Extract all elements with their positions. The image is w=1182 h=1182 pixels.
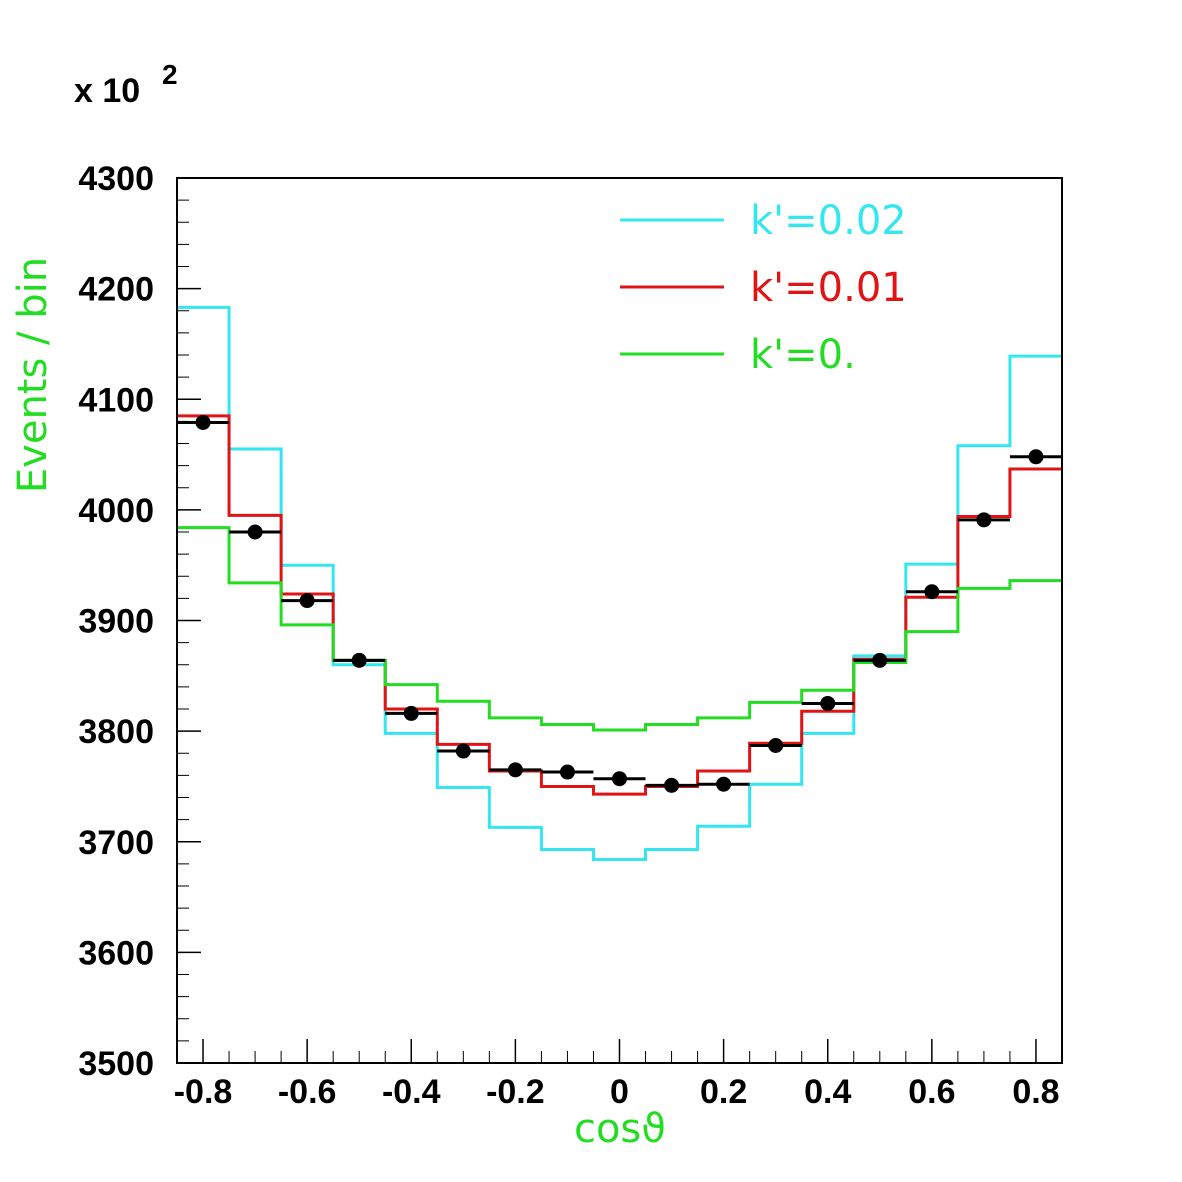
data-point bbox=[664, 777, 680, 793]
y-tick-label: 4000 bbox=[78, 492, 154, 530]
data-point bbox=[924, 584, 940, 600]
y-tick-label: 4200 bbox=[78, 271, 154, 309]
data-point bbox=[247, 524, 263, 540]
data-points bbox=[177, 414, 1062, 793]
data-point bbox=[716, 776, 732, 792]
y-tick-label: 4100 bbox=[78, 381, 154, 419]
x-tick-label: 0.2 bbox=[700, 1073, 747, 1111]
y-tick-labels: 3500 3600 3700 3800 3900 4000 4100 4200 4300 bbox=[78, 160, 154, 1083]
x-tick-label: -0.4 bbox=[382, 1073, 441, 1111]
x-tick-label: 0.8 bbox=[1012, 1073, 1059, 1111]
data-point bbox=[455, 743, 471, 759]
y-scale-exponent: 2 bbox=[162, 59, 178, 90]
series-line-2 bbox=[177, 526, 1062, 732]
x-tick-labels: -0.8 -0.6 -0.4 -0.2 0 0.2 0.4 0.6 0.8 bbox=[174, 1073, 1060, 1111]
data-point bbox=[872, 652, 888, 668]
x-tick-label: 0 bbox=[610, 1073, 629, 1111]
legend-label: k'=0.01 bbox=[750, 265, 907, 311]
y-tick-label: 3700 bbox=[78, 824, 154, 862]
y-tick-label: 3800 bbox=[78, 713, 154, 751]
plot-frame bbox=[176, 177, 1063, 1064]
y-axis-title: Events / bin bbox=[10, 257, 56, 493]
data-point bbox=[612, 771, 627, 787]
y-tick-label: 3500 bbox=[78, 1045, 154, 1083]
data-point bbox=[403, 705, 419, 721]
x-axis-title: cosϑ bbox=[574, 1106, 666, 1152]
y-tick-label: 3900 bbox=[78, 603, 154, 641]
legend: k'=0.02 k'=0.01 k'=0. bbox=[620, 198, 907, 378]
series-layer bbox=[177, 305, 1062, 861]
y-tick-label: 4300 bbox=[78, 160, 154, 198]
x-tick-label: -0.2 bbox=[486, 1073, 545, 1111]
x-tick-label: -0.6 bbox=[278, 1073, 337, 1111]
data-point bbox=[1028, 449, 1044, 465]
data-point bbox=[768, 738, 784, 754]
data-point bbox=[976, 512, 992, 528]
data-point bbox=[195, 414, 211, 430]
x-tick-label: 0.4 bbox=[804, 1073, 851, 1111]
legend-label: k'=0.02 bbox=[750, 198, 907, 244]
legend-label: k'=0. bbox=[750, 332, 856, 378]
y-tick-label: 3600 bbox=[78, 934, 154, 972]
data-point bbox=[299, 593, 315, 609]
y-scale-factor: x 10 bbox=[74, 72, 140, 110]
data-point bbox=[559, 764, 575, 780]
x-tick-label: -0.8 bbox=[174, 1073, 233, 1111]
data-point bbox=[351, 652, 367, 668]
data-point bbox=[507, 762, 523, 778]
data-point bbox=[820, 695, 836, 711]
x-tick-label: 0.6 bbox=[908, 1073, 955, 1111]
